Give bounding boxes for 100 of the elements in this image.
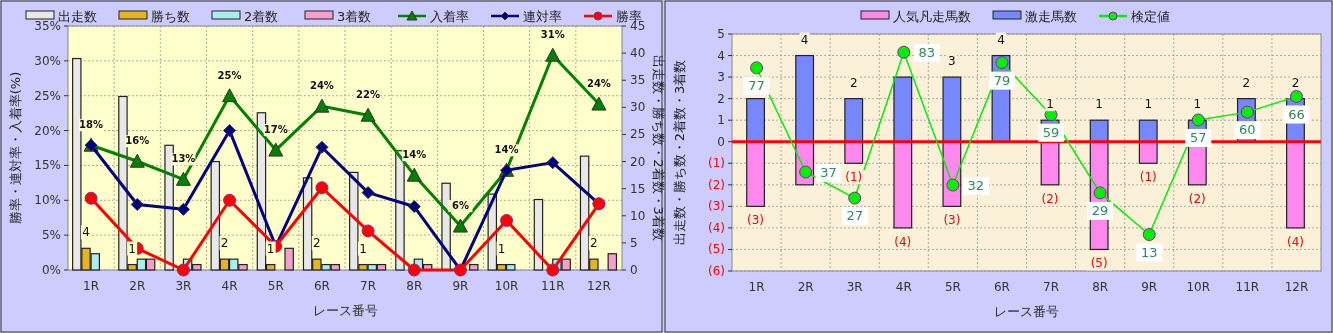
y2-tick-label: 25: [630, 127, 646, 142]
data-label: 2: [1291, 75, 1300, 90]
legend-label: 2着数: [244, 9, 279, 24]
x-tick-label: 8R: [1092, 280, 1109, 294]
y-tick-label: 0%: [41, 263, 61, 277]
data-label: 60: [1239, 122, 1256, 138]
data-label: (5): [1090, 256, 1108, 271]
y2-tick-label: 30: [630, 100, 646, 115]
y-tick-label: 0: [717, 134, 725, 149]
x-tick-label: 5R: [944, 280, 961, 294]
data-label: 1: [1095, 97, 1103, 112]
y-axis-title: 出走数・勝ち数・2着数・3着数: [672, 59, 687, 246]
x-tick-label: 3R: [846, 280, 863, 294]
data-label: (2): [1188, 191, 1206, 206]
data-label: 4: [82, 225, 90, 240]
x-tick-label: 2R: [797, 280, 814, 294]
y-axis-title: 勝率・連対率・入着率(%): [8, 71, 23, 225]
data-label: 14%: [402, 149, 427, 161]
y-tick-label: (6): [708, 264, 725, 278]
data-label: 1: [497, 241, 506, 256]
x-tick-label: 1R: [83, 279, 100, 293]
data-label: 66: [1288, 106, 1305, 122]
data-label: 14%: [494, 144, 519, 156]
x-tick-label: 12R: [587, 279, 611, 293]
data-label: 1: [266, 241, 275, 256]
data-label: 2: [313, 236, 321, 251]
data-label: 1: [1193, 97, 1202, 112]
y-tick-label: 20%: [34, 123, 61, 138]
legend-label: 3着数: [337, 9, 372, 24]
data-label: (4): [894, 234, 912, 249]
x-tick-label: 5R: [267, 279, 284, 293]
data-label: 1: [1144, 97, 1153, 112]
data-label: 2: [849, 75, 858, 90]
legend-label: 入着率: [430, 9, 469, 24]
y-tick-label: 25%: [34, 88, 61, 103]
data-label: 24%: [586, 78, 611, 90]
x-tick-label: 1R: [748, 280, 765, 294]
y-tick-label: 5%: [41, 228, 61, 243]
data-label: 2: [220, 236, 229, 251]
x-tick-label: 11R: [1235, 280, 1260, 294]
data-label: (1): [845, 170, 863, 185]
y2-tick-label: 10: [630, 208, 646, 223]
x-tick-label: 10R: [1186, 280, 1211, 294]
data-label: 13: [1140, 244, 1158, 260]
x-tick-label: 6R: [993, 280, 1010, 294]
y-tick-label: 5: [717, 27, 725, 41]
data-label: 13%: [171, 153, 196, 165]
y-tick-label: 1: [717, 113, 725, 128]
y-tick-label: 3: [717, 70, 725, 85]
x-axis-title: レース番号: [994, 304, 1059, 319]
x-tick-label: 6R: [313, 279, 330, 293]
legend-label: 連対率: [523, 9, 562, 24]
x-axis-title: レース番号: [312, 303, 378, 318]
data-label: 32: [967, 178, 985, 194]
data-label: 31%: [540, 29, 565, 41]
data-label: 17%: [263, 124, 288, 136]
data-label: 2: [1242, 75, 1251, 90]
data-label: 79: [993, 72, 1011, 88]
y2-axis-title: 出走数・勝ち数・2着数・3着数: [651, 55, 666, 241]
legend-label: 出走数: [58, 9, 97, 24]
data-label: 37: [820, 165, 837, 181]
data-label: 59: [1042, 124, 1060, 140]
y2-tick-label: 0: [630, 263, 638, 277]
y2-tick-label: 40: [630, 46, 646, 61]
legend-label: 勝率: [616, 9, 642, 24]
y-tick-label: (1): [708, 156, 725, 171]
legend-label: 勝ち数: [151, 9, 190, 24]
data-label: 24%: [309, 80, 334, 92]
y-tick-label: 4: [717, 48, 725, 63]
data-label: (4): [1286, 234, 1304, 249]
y2-tick-label: 5: [630, 235, 638, 250]
y2-tick-label: 20: [630, 154, 646, 169]
x-tick-label: 7R: [360, 279, 377, 293]
y2-tick-label: 15: [630, 181, 646, 196]
data-label: 4: [800, 32, 809, 47]
legend-label: 激走馬数: [1025, 9, 1077, 24]
y-tick-label: 10%: [34, 193, 61, 208]
data-label: 22%: [356, 89, 381, 101]
data-label: 25%: [217, 69, 242, 81]
data-label: 1: [128, 241, 136, 256]
data-label: 4: [997, 32, 1005, 47]
x-tick-label: 4R: [221, 279, 238, 293]
x-tick-label: 9R: [452, 279, 469, 293]
data-label: 77: [748, 77, 765, 93]
x-tick-label: 8R: [406, 279, 423, 293]
data-label: 83: [918, 45, 936, 61]
y-tick-label: (4): [708, 220, 725, 235]
data-label: 29: [1091, 202, 1109, 218]
data-label: 6%: [451, 200, 469, 212]
data-label: (1): [1139, 170, 1157, 185]
x-tick-label: 7R: [1043, 280, 1060, 294]
data-label: (3): [747, 213, 765, 228]
x-tick-label: 9R: [1141, 280, 1158, 294]
data-label: 27: [846, 208, 863, 224]
y-tick-label: 15%: [34, 158, 61, 173]
data-label: 18%: [79, 119, 104, 131]
data-label: 2: [590, 236, 598, 251]
y-tick-label: 30%: [34, 53, 61, 68]
y2-tick-label: 35: [630, 73, 646, 88]
x-tick-label: 2R: [129, 279, 146, 293]
